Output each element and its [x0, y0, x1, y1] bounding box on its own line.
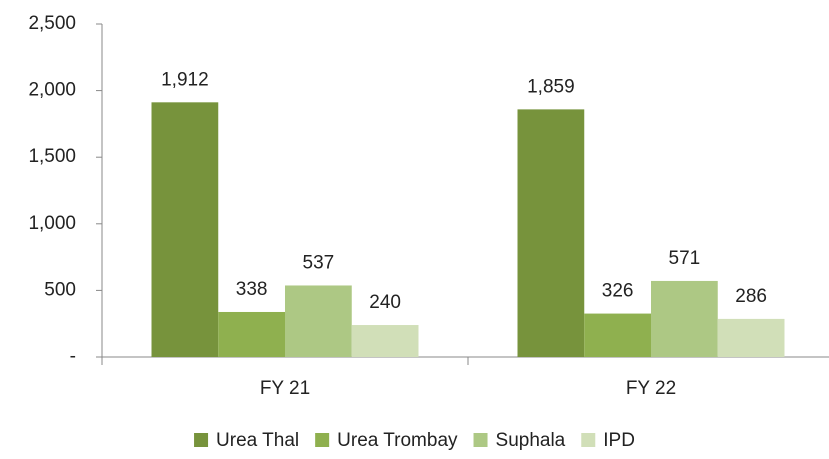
bar: [151, 102, 219, 358]
bar: [218, 311, 285, 357]
value-label: 1,912: [161, 69, 209, 90]
value-label: 326: [602, 281, 634, 302]
y-tick-label: 1,500: [28, 146, 76, 167]
y-tick-label: 500: [44, 279, 76, 300]
x-tick-label: FY 22: [626, 378, 676, 399]
y-tick-label: 1,000: [28, 213, 76, 234]
legend-swatch: [315, 433, 330, 447]
bar: [517, 109, 585, 358]
bar: [651, 280, 718, 357]
legend-swatch: [194, 433, 209, 447]
value-label: 240: [369, 292, 401, 313]
legend-swatch: [581, 433, 596, 447]
legend-swatch: [473, 433, 488, 447]
legend-label: Urea Thal: [216, 430, 299, 451]
value-label: 571: [669, 248, 701, 269]
bar: [351, 325, 419, 357]
y-tick-label: 2,000: [28, 80, 76, 101]
bar: [717, 318, 785, 357]
bar: [584, 313, 651, 357]
value-label: 537: [303, 252, 335, 273]
value-label: 286: [735, 286, 767, 307]
legend-label: Urea Trombay: [337, 430, 458, 451]
value-label: 338: [236, 279, 268, 300]
y-tick-label: -: [70, 346, 76, 367]
value-label: 1,859: [527, 76, 575, 97]
legend-label: IPD: [603, 430, 635, 451]
x-tick-label: FY 21: [260, 378, 310, 399]
bar: [285, 285, 352, 357]
y-tick-label: 2,500: [28, 13, 76, 34]
legend-label: Suphala: [496, 430, 566, 451]
